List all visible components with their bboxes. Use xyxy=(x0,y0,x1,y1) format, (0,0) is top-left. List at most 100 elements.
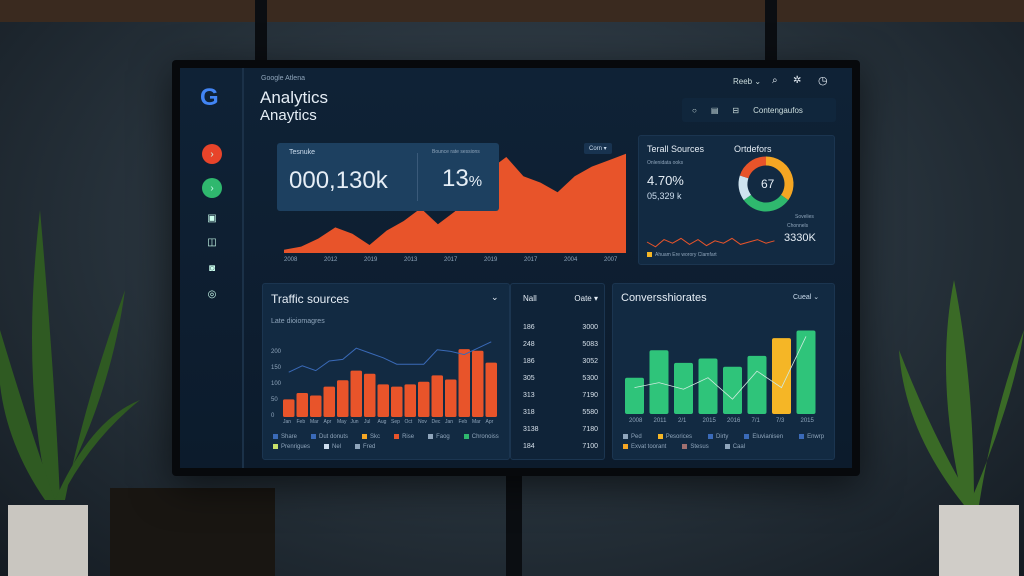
cell-oate: 7100 xyxy=(582,443,598,450)
toolbar-label[interactable]: Contengaufos xyxy=(753,105,803,115)
inbox-icon[interactable]: ⊟ xyxy=(732,105,740,115)
document-icon[interactable]: ▤ xyxy=(710,105,719,115)
sidebar-item-analytics-red[interactable]: › xyxy=(202,144,222,164)
conversion-x-tick: 2011 xyxy=(653,418,667,424)
cell-oate: 7190 xyxy=(582,392,598,399)
traffic-line xyxy=(288,341,492,373)
traffic-x-tick: Feb xyxy=(296,419,306,425)
traffic-x-tick: May xyxy=(337,419,347,425)
traffic-y-tick: 50 xyxy=(271,397,278,403)
donut-slice xyxy=(739,156,767,179)
legend-item: Fred xyxy=(355,444,375,450)
area-x-tick: 2019 xyxy=(484,257,498,263)
user-menu[interactable]: Reeb ⌄ xyxy=(733,77,762,86)
traffic-x-tick: Nov xyxy=(418,419,427,425)
total-sources-value1: 4.70% xyxy=(647,173,684,188)
area-series xyxy=(284,153,626,253)
conversion-bar xyxy=(747,355,767,414)
table-row[interactable]: 313 7190 xyxy=(523,392,598,399)
side-label: Sovelies xyxy=(795,214,814,220)
conversion-x-tick: 2008 xyxy=(629,418,643,424)
traffic-bar xyxy=(377,384,389,417)
cell-oate: 5300 xyxy=(582,375,598,382)
traffic-y-tick: 150 xyxy=(271,365,282,371)
table-row[interactable]: 248 5083 xyxy=(523,341,598,348)
table-row[interactable]: 186 3052 xyxy=(523,358,598,365)
area-x-tick: 2019 xyxy=(364,257,378,263)
cell-oate: 5083 xyxy=(582,341,598,348)
traffic-x-tick: Apr xyxy=(485,419,494,425)
cell-nall: 186 xyxy=(523,324,535,331)
traffic-legend: Share Dut donuts Skc Rise Faog Chronoiss Prenr… xyxy=(273,434,503,450)
search-icon[interactable]: ⌕ xyxy=(772,75,778,86)
conversion-bar xyxy=(674,362,693,414)
legend-item: Faog xyxy=(428,434,450,440)
table-row[interactable]: 184 7100 xyxy=(523,443,598,450)
table-row[interactable]: 318 5580 xyxy=(523,409,598,416)
sources-donut-chart xyxy=(646,156,794,248)
summary-card: Tesnuke 000,130k Bounce rate sessions 13… xyxy=(262,135,630,265)
sidebar-item-analytics-green[interactable]: › xyxy=(202,178,222,198)
plant-left xyxy=(0,210,140,576)
traffic-bar xyxy=(458,349,470,417)
plant-right xyxy=(899,280,1024,576)
range-dropdown[interactable]: Corn ▾ xyxy=(584,143,612,154)
traffic-bar xyxy=(404,384,416,417)
refresh-icon[interactable]: ○ xyxy=(692,105,697,115)
side-sub: Chonnels xyxy=(787,223,809,229)
traffic-x-tick: Jan xyxy=(283,419,292,425)
legend-item: Dirty xyxy=(708,434,728,440)
conversion-bar xyxy=(772,338,791,414)
area-x-tick: 2004 xyxy=(564,257,578,263)
total-sources-subtitle: Ortdefors xyxy=(734,144,772,154)
cell-oate: 5580 xyxy=(582,409,598,416)
clock-icon[interactable]: ◷ xyxy=(818,75,828,87)
traffic-bar xyxy=(337,380,349,417)
kpi-sub-label: Bounce rate sessions xyxy=(432,149,480,155)
traffic-dropdown-chevron-icon[interactable]: ⌄ xyxy=(491,292,499,302)
legend-item: Skc xyxy=(362,434,380,440)
gear-icon[interactable]: ✲ xyxy=(793,75,802,86)
conversion-line xyxy=(634,336,807,400)
column-header-oate[interactable]: Oate ▾ xyxy=(574,294,598,303)
table-row[interactable]: 3138 7180 xyxy=(523,426,598,433)
sidebar-globe-icon[interactable]: ◎ xyxy=(207,288,217,300)
conversions-filter-dropdown[interactable]: Cueal ⌄ xyxy=(793,294,820,301)
legend-item: Rise xyxy=(394,434,414,440)
table-row[interactable]: 305 5300 xyxy=(523,375,598,382)
monitor: G › › ▣ ◫ ◙ ◎ Google Atlena Analytics An… xyxy=(172,60,860,476)
cell-oate: 7180 xyxy=(582,426,598,433)
cell-nall: 186 xyxy=(523,358,535,365)
conversion-bar xyxy=(625,377,644,414)
page-subtitle: Anaytics xyxy=(260,107,317,124)
column-header-nall[interactable]: Nall xyxy=(523,294,537,303)
conversions-card: Conversshiorates Cueal ⌄ Ped Pesorices Dir… xyxy=(612,283,835,460)
sidebar-camera-icon[interactable]: ◙ xyxy=(208,262,216,274)
sidebar-lock-icon[interactable]: ▣ xyxy=(207,212,217,224)
donut-slice xyxy=(765,156,794,201)
traffic-x-tick: Mar xyxy=(472,419,481,425)
traffic-x-tick: Aug xyxy=(377,419,387,425)
sidebar-folder-icon[interactable]: ◫ xyxy=(207,236,217,248)
conversion-x-tick: 2/1 xyxy=(678,418,687,424)
google-logo-icon[interactable]: G xyxy=(200,84,219,111)
traffic-x-tick: Mar xyxy=(310,419,319,425)
area-x-tick: 2017 xyxy=(444,257,458,263)
cell-nall: 184 xyxy=(523,443,535,450)
conversions-legend: Ped Pesorices Dirty Eluvianisen Enwrp Exvat t… xyxy=(623,434,833,450)
traffic-x-tick: Jul xyxy=(364,419,371,425)
total-sources-card: Terall Sources Ortdefors Onlenidata ooks… xyxy=(638,135,835,265)
table-row[interactable]: 186 3000 xyxy=(523,324,598,331)
conversion-bar xyxy=(796,330,816,414)
area-x-tick: 2007 xyxy=(604,257,618,263)
conversion-bar xyxy=(649,350,669,414)
traffic-x-tick: Sep xyxy=(391,419,400,425)
area-x-tick: 2008 xyxy=(284,257,298,263)
cell-nall: 318 xyxy=(523,409,535,416)
traffic-area-chart xyxy=(284,153,626,253)
traffic-x-tick: Jan xyxy=(445,419,454,425)
traffic-bar xyxy=(418,381,430,417)
legend-item: Pesorices xyxy=(657,434,692,440)
legend-item: Enwrp xyxy=(799,434,824,440)
stand-pole xyxy=(506,476,522,576)
